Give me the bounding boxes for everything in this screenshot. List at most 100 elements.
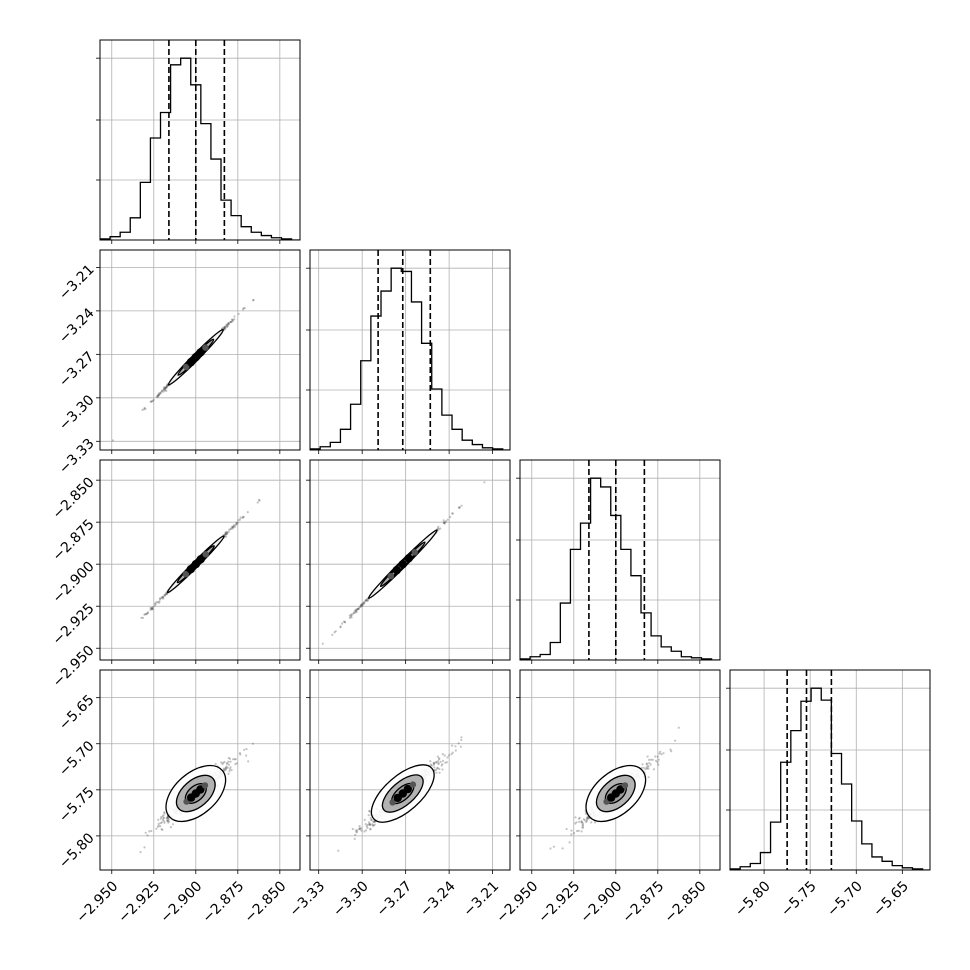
sample-point bbox=[158, 597, 161, 600]
panel-frame bbox=[99, 39, 301, 241]
sample-point bbox=[163, 821, 166, 824]
sample-point bbox=[437, 528, 440, 531]
sample-point bbox=[159, 392, 162, 395]
sample-point bbox=[430, 764, 433, 767]
panel-content bbox=[337, 736, 463, 852]
sample-point bbox=[354, 609, 357, 612]
sample-point bbox=[162, 386, 166, 389]
sample-point bbox=[224, 531, 227, 534]
tick-label-x: −2.925 bbox=[535, 878, 583, 926]
sample-point bbox=[438, 758, 441, 761]
sample-point bbox=[368, 809, 371, 813]
sample-point bbox=[220, 761, 223, 764]
sample-point bbox=[150, 829, 153, 833]
sample-point bbox=[229, 760, 232, 763]
density-core bbox=[196, 555, 205, 564]
sample-point bbox=[242, 307, 245, 310]
sample-point bbox=[228, 763, 231, 766]
sample-point bbox=[162, 390, 165, 393]
sample-point bbox=[223, 325, 226, 329]
tick-label-y: −3.33 bbox=[56, 436, 98, 478]
sample-point bbox=[441, 763, 444, 766]
sample-point bbox=[159, 825, 162, 828]
tick-label-x: −5.65 bbox=[870, 878, 912, 920]
panel-2-2 bbox=[516, 459, 721, 664]
sample-point bbox=[369, 823, 372, 827]
sample-point bbox=[348, 616, 351, 620]
density-core bbox=[398, 560, 407, 569]
sample-point bbox=[164, 388, 167, 391]
sample-point bbox=[157, 393, 160, 396]
sample-point bbox=[160, 596, 163, 599]
sample-point bbox=[368, 823, 372, 827]
sample-point bbox=[155, 601, 158, 604]
sample-point bbox=[157, 394, 160, 397]
sample-point bbox=[439, 527, 442, 530]
density-core bbox=[409, 781, 417, 788]
sample-point bbox=[350, 614, 353, 617]
tick-label-y: −2.900 bbox=[50, 559, 98, 607]
sample-point bbox=[158, 601, 161, 604]
tick-label-x: −2.950 bbox=[73, 878, 121, 926]
sample-point bbox=[648, 762, 651, 765]
sample-point bbox=[150, 400, 153, 403]
panel-frame bbox=[519, 669, 721, 871]
sample-point bbox=[641, 763, 644, 766]
sample-point bbox=[143, 846, 146, 849]
sample-point bbox=[227, 530, 230, 533]
sample-point bbox=[222, 767, 226, 770]
sample-point bbox=[581, 826, 585, 829]
sample-point bbox=[361, 604, 364, 607]
sample-point bbox=[369, 827, 372, 831]
sample-point bbox=[444, 761, 447, 764]
sample-point bbox=[166, 819, 169, 822]
sample-point bbox=[233, 315, 236, 318]
sample-point bbox=[150, 607, 153, 610]
sample-point bbox=[649, 763, 652, 766]
sample-point bbox=[149, 400, 152, 403]
sample-point bbox=[662, 752, 665, 755]
sample-point bbox=[441, 768, 444, 771]
sample-point bbox=[451, 512, 454, 515]
sample-point bbox=[360, 604, 363, 608]
sample-point bbox=[436, 755, 439, 758]
sample-point bbox=[350, 613, 353, 616]
sample-point bbox=[228, 767, 232, 771]
sample-point bbox=[437, 762, 440, 765]
sample-point bbox=[239, 516, 242, 519]
sample-point bbox=[649, 758, 653, 761]
tick-label-x: −3.33 bbox=[287, 878, 329, 920]
histogram bbox=[100, 57, 300, 240]
sample-point bbox=[169, 826, 172, 829]
sample-point bbox=[457, 742, 460, 745]
sample-point bbox=[356, 607, 360, 610]
tick-label-x: −2.850 bbox=[241, 878, 289, 926]
sample-point bbox=[451, 751, 454, 754]
sample-point bbox=[361, 603, 364, 607]
sample-point bbox=[246, 510, 249, 514]
sample-point bbox=[230, 318, 234, 321]
sample-point bbox=[366, 599, 369, 602]
sample-point bbox=[374, 820, 377, 824]
sample-point bbox=[158, 392, 161, 395]
sample-point bbox=[366, 599, 369, 602]
sample-point bbox=[440, 764, 443, 767]
sample-point bbox=[647, 767, 650, 770]
sample-point bbox=[454, 749, 457, 752]
sample-point bbox=[361, 602, 365, 605]
sample-point bbox=[342, 620, 345, 623]
sample-point bbox=[356, 608, 359, 611]
sample-point bbox=[164, 594, 167, 597]
sample-point bbox=[356, 608, 359, 611]
sample-point bbox=[156, 395, 160, 398]
sample-point bbox=[355, 608, 358, 611]
sample-point bbox=[223, 326, 226, 330]
tick-label-y: −3.30 bbox=[56, 392, 98, 434]
sample-point bbox=[159, 822, 162, 825]
sample-point bbox=[231, 525, 234, 529]
sample-point bbox=[156, 601, 159, 604]
sample-point bbox=[355, 610, 358, 614]
density-core bbox=[389, 799, 396, 806]
sample-point bbox=[446, 756, 449, 759]
sample-point bbox=[460, 738, 463, 742]
